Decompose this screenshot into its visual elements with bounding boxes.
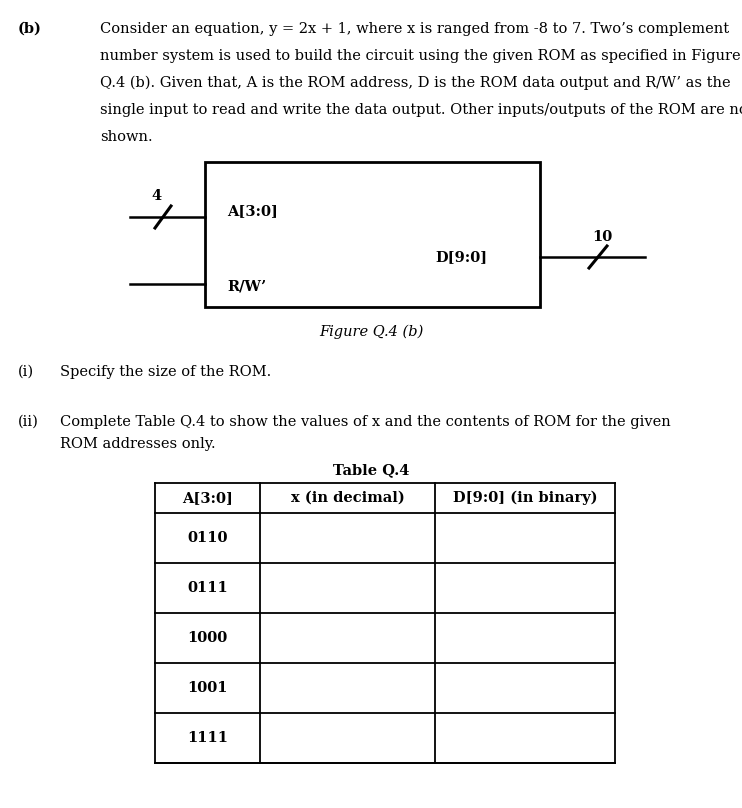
Text: A[3:0]: A[3:0] — [227, 204, 278, 218]
Text: 4: 4 — [152, 189, 162, 203]
Text: 1000: 1000 — [188, 631, 228, 645]
Text: (b): (b) — [18, 22, 42, 36]
Text: 10: 10 — [592, 230, 612, 244]
Text: Consider an equation, y = 2x + 1, where x is ranged from -8 to 7. Two’s compleme: Consider an equation, y = 2x + 1, where … — [100, 22, 729, 36]
Text: ROM addresses only.: ROM addresses only. — [60, 437, 216, 451]
Text: Complete Table Q.4 to show the values of x and the contents of ROM for the given: Complete Table Q.4 to show the values of… — [60, 415, 671, 429]
Text: 0111: 0111 — [187, 581, 228, 595]
Bar — [205, 162, 540, 307]
Text: (i): (i) — [18, 365, 34, 379]
Text: Specify the size of the ROM.: Specify the size of the ROM. — [60, 365, 272, 379]
Text: Q.4 (b). Given that, A is the ROM address, D is the ROM data output and R/W’ as : Q.4 (b). Given that, A is the ROM addres… — [100, 76, 731, 90]
Text: R/W’: R/W’ — [227, 280, 266, 294]
Text: (ii): (ii) — [18, 415, 39, 429]
Text: D[9:0] (in binary): D[9:0] (in binary) — [453, 490, 597, 505]
Text: 0110: 0110 — [187, 531, 228, 545]
Text: A[3:0]: A[3:0] — [182, 491, 233, 505]
Text: single input to read and write the data output. Other inputs/outputs of the ROM : single input to read and write the data … — [100, 103, 742, 117]
Text: D[9:0]: D[9:0] — [435, 250, 487, 264]
Text: Table Q.4: Table Q.4 — [333, 463, 409, 477]
Text: x (in decimal): x (in decimal) — [291, 491, 404, 505]
Text: 1111: 1111 — [187, 731, 228, 745]
Text: Figure Q.4 (b): Figure Q.4 (b) — [319, 325, 423, 339]
Text: shown.: shown. — [100, 130, 153, 144]
Text: number system is used to build the circuit using the given ROM as specified in F: number system is used to build the circu… — [100, 49, 741, 63]
Text: 1001: 1001 — [187, 681, 228, 695]
